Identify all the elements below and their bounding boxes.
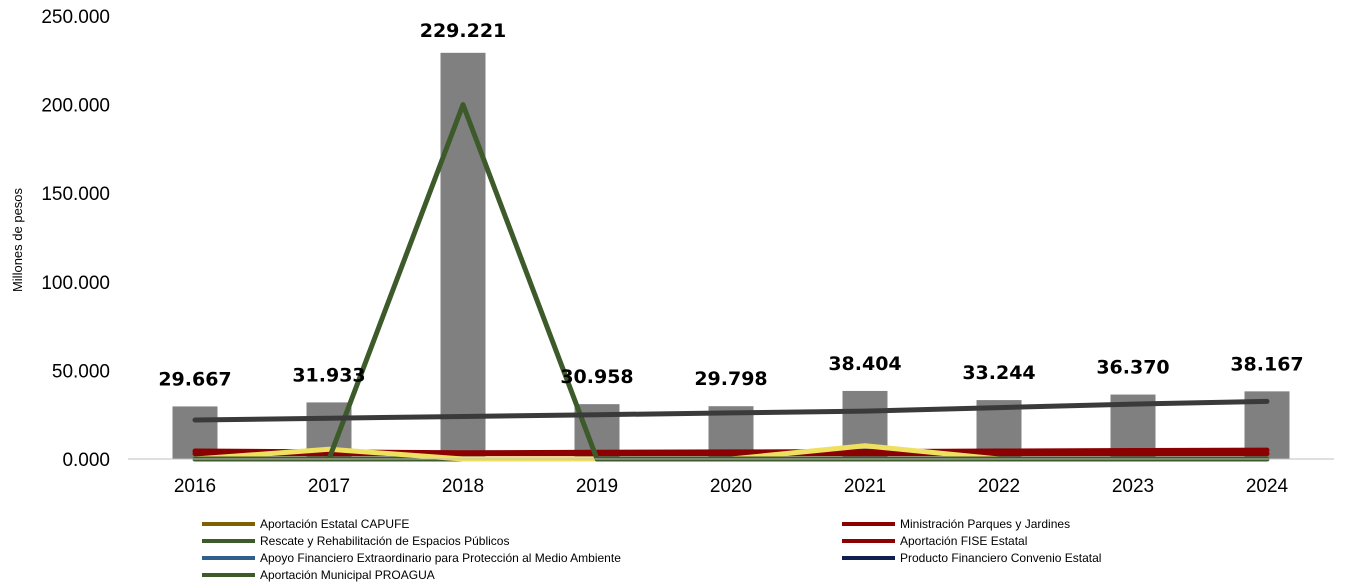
data-label: 30.958 — [560, 366, 633, 388]
legend-entry-label: Rescate y Rehabilitación de Espacios Púb… — [260, 534, 509, 548]
y-tick-label: 250.000 — [41, 7, 110, 28]
data-label: 33.244 — [962, 362, 1035, 384]
trend-line — [192, 398, 1270, 423]
legend-entry-label: Aportación FISE Estatal — [900, 534, 1027, 548]
data-label: 29.798 — [694, 368, 767, 390]
x-tick-label: 2017 — [308, 476, 350, 497]
x-tick-label: 2020 — [710, 476, 752, 497]
y-tick-label: 200.000 — [41, 96, 110, 117]
x-tick-label: 2018 — [442, 476, 484, 497]
data-label: 31.933 — [292, 364, 365, 386]
y-tick-label: 150.000 — [41, 184, 110, 205]
legend-entry-label: Ministración Parques y Jardines — [900, 517, 1070, 531]
y-tick-label: 0.000 — [62, 450, 110, 471]
data-label: 38.167 — [1230, 353, 1303, 375]
y-axis-ticks: 0.000 50.000 100.000 150.000 200.000 250.000 — [41, 7, 110, 471]
x-tick-label: 2016 — [174, 476, 216, 497]
x-tick-label: 2019 — [576, 476, 618, 497]
legend-entry-label: Producto Financiero Convenio Estatal — [900, 551, 1101, 565]
x-tick-label: 2022 — [978, 476, 1020, 497]
y-tick-label: 100.000 — [41, 273, 110, 294]
bar — [440, 52, 486, 460]
x-tick-label: 2021 — [844, 476, 886, 497]
legend: Aportación Estatal CAPUFE Ministración Pa… — [202, 517, 1101, 582]
data-label: 29.667 — [158, 368, 231, 390]
legend-entry-label: Aportación Municipal PROAGUA — [260, 568, 435, 582]
y-tick-label: 50.000 — [52, 361, 110, 382]
data-labels: 29.667 31.933 229.221 30.958 29.798 38.404 33.… — [158, 20, 1303, 391]
data-label: 36.370 — [1096, 357, 1169, 379]
x-tick-label: 2023 — [1112, 476, 1154, 497]
bars — [172, 52, 1290, 460]
data-label: 229.221 — [420, 20, 507, 42]
legend-entry-label: Aportación Estatal CAPUFE — [260, 517, 409, 531]
y-axis-label: Millones de pesos — [10, 187, 25, 292]
x-axis-ticks: 2016 2017 2018 2019 2020 2021 2022 2023 2024 — [174, 476, 1289, 497]
data-label: 38.404 — [828, 353, 901, 375]
series-lines — [192, 102, 1270, 462]
x-tick-label: 2024 — [1246, 476, 1289, 497]
legend-entry-label: Apoyo Financiero Extraordinario para Pro… — [260, 551, 621, 565]
